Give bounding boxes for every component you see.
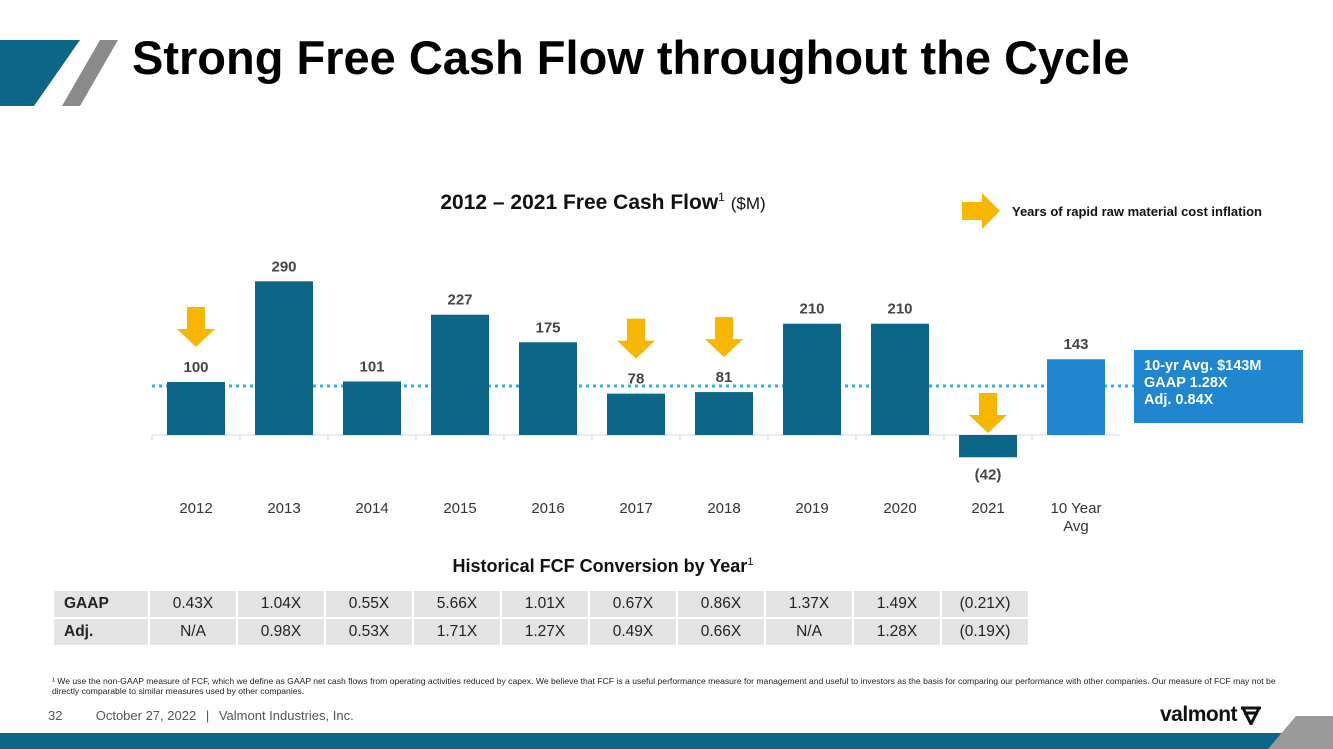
- page-title: Strong Free Cash Flow throughout the Cyc…: [132, 31, 1130, 84]
- x-tick-label: 2019: [795, 500, 828, 517]
- x-tick-label: 2013: [267, 500, 300, 517]
- x-tick-label: 10 Year Avg: [1051, 500, 1102, 535]
- table-cell: 0.98X: [238, 619, 324, 645]
- avg-box-line-2: GAAP 1.28X: [1144, 375, 1228, 391]
- table-cell: 1.37X: [766, 591, 852, 617]
- data-label: 175: [535, 319, 560, 336]
- bar: [871, 323, 929, 435]
- table-cell: 0.55X: [326, 591, 412, 617]
- down-arrow-icon: [969, 393, 1007, 433]
- legend-label: Years of rapid raw material cost inflati…: [1012, 203, 1262, 219]
- table-cell: (0.19X): [942, 619, 1028, 645]
- table-cell: 0.43X: [150, 591, 236, 617]
- table-cell: 0.49X: [590, 619, 676, 645]
- bar: [255, 281, 313, 435]
- bar: [431, 314, 489, 435]
- bar: [1047, 359, 1105, 435]
- table-cell: 0.67X: [590, 591, 676, 617]
- footer-separator: |: [205, 708, 210, 723]
- footer-company: Valmont Industries, Inc.: [218, 708, 354, 723]
- data-label: 143: [1063, 336, 1088, 353]
- table-cell: 5.66X: [414, 591, 500, 617]
- data-label: 290: [271, 258, 296, 275]
- conversion-table-title: Historical FCF Conversion by Year1: [0, 556, 1206, 577]
- x-tick-label: 2017: [619, 500, 652, 517]
- row-header: Adj.: [54, 619, 148, 645]
- chart-title-footnote-mark: 1: [718, 190, 725, 204]
- table-cell: 1.71X: [414, 619, 500, 645]
- x-tick-label: 2016: [531, 500, 564, 517]
- data-label: 100: [183, 359, 208, 376]
- data-label: 210: [887, 301, 912, 318]
- bar: [343, 381, 401, 435]
- right-arrow-icon: [962, 193, 1000, 229]
- bar: [959, 435, 1017, 458]
- x-tick-label: 2014: [355, 500, 388, 517]
- bar: [783, 323, 841, 435]
- header-stripes-decoration: [0, 40, 118, 106]
- bar: [167, 382, 225, 435]
- table-cell: 1.49X: [854, 591, 940, 617]
- x-tick-label: 2018: [707, 500, 740, 517]
- valmont-logo: valmont: [1160, 703, 1262, 727]
- table-row: Adj. N/A 0.98X 0.53X 1.71X 1.27X 0.49X 0…: [54, 619, 1028, 645]
- table-cell: 0.86X: [678, 591, 764, 617]
- table-cell: 1.04X: [238, 591, 324, 617]
- data-label: (42): [975, 466, 1002, 483]
- table-cell: 0.66X: [678, 619, 764, 645]
- table-cell: N/A: [150, 619, 236, 645]
- avg-box-line-3: Adj. 0.84X: [1144, 392, 1214, 408]
- bottom-bar: [0, 733, 1333, 749]
- x-tick-label: 2020: [883, 500, 916, 517]
- table-cell: N/A: [766, 619, 852, 645]
- page-number: 32: [48, 708, 63, 723]
- avg-box-line-1: 10-yr Avg. $143M: [1144, 358, 1262, 374]
- fcf-bar-chart: 100 2012 290 2013 101 2014 227 2015 175 2016 78 201…: [151, 258, 1134, 535]
- footer-date: October 27, 2022: [95, 708, 197, 723]
- data-label: 101: [359, 358, 384, 375]
- chart-unit: ($M): [730, 194, 766, 213]
- conversion-table-title-text: Historical FCF Conversion by Year: [452, 556, 748, 576]
- bar: [519, 342, 577, 435]
- row-header: GAAP: [54, 591, 148, 617]
- table-cell: 1.27X: [502, 619, 588, 645]
- down-arrow-icon: [177, 307, 215, 347]
- down-arrow-icon: [705, 317, 743, 358]
- legend: Years of rapid raw material cost inflati…: [962, 193, 1262, 229]
- table-cell: 1.01X: [502, 591, 588, 617]
- footer: 32 October 27, 2022 | Valmont Industries…: [48, 708, 354, 723]
- down-arrow-icon: [617, 318, 655, 359]
- chart-title-text: 2012 – 2021 Free Cash Flow: [440, 191, 719, 214]
- x-tick-label: 2015: [443, 500, 476, 517]
- data-label: 227: [447, 292, 472, 309]
- table-cell: 0.53X: [326, 619, 412, 645]
- conversion-table-footnote-mark: 1: [747, 556, 754, 568]
- table-row: GAAP 0.43X 1.04X 0.55X 5.66X 1.01X 0.67X…: [54, 591, 1028, 617]
- bar: [695, 392, 753, 435]
- average-summary-box: 10-yr Avg. $143M GAAP 1.28X Adj. 0.84X: [1134, 350, 1303, 423]
- valmont-mark-icon: [1241, 706, 1262, 725]
- table-cell: (0.21X): [942, 591, 1028, 617]
- logo-wordmark: valmont: [1160, 703, 1238, 726]
- footnote: ¹ We use the non-GAAP measure of FCF, wh…: [52, 676, 1276, 696]
- x-tick-label: 2012: [179, 500, 212, 517]
- data-label: 78: [628, 371, 645, 388]
- bar: [607, 393, 665, 435]
- x-tick-label: 2021: [971, 500, 1004, 517]
- data-label: 81: [716, 369, 733, 386]
- data-label: 210: [799, 301, 824, 318]
- chart-title: 2012 – 2021 Free Cash Flow1 ($M): [0, 190, 1206, 215]
- conversion-table: GAAP 0.43X 1.04X 0.55X 5.66X 1.01X 0.67X…: [52, 589, 1030, 647]
- table-cell: 1.28X: [854, 619, 940, 645]
